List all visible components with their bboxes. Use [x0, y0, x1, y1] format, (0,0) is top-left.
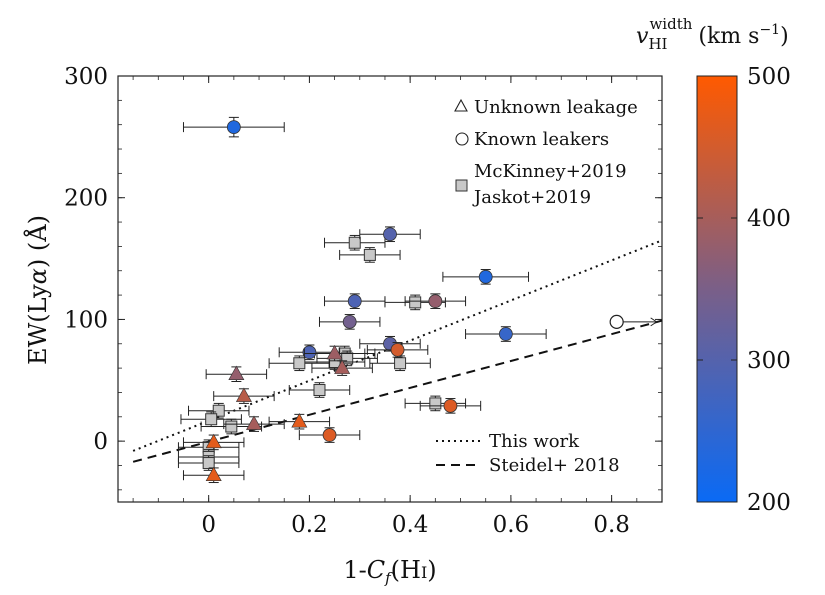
unknown-leakage-point	[205, 433, 222, 449]
x-tick-label: 0.2	[291, 512, 328, 538]
comparison-square-point	[212, 404, 225, 417]
known-leaker-point	[342, 314, 357, 329]
legend-triangle-marker	[454, 98, 468, 112]
unknown-leakage-point	[245, 415, 263, 430]
comparison-square-point	[429, 397, 442, 410]
comparison-square-point	[394, 357, 407, 370]
colorbar-tick-label: 200	[747, 490, 791, 516]
legend-square-marker	[455, 179, 468, 192]
known-leaker-point	[383, 227, 397, 242]
known-leaker-point	[498, 327, 513, 341]
known-leaker-point	[478, 269, 493, 284]
x-tick-label: 0.8	[593, 512, 630, 538]
legend-label-jaskot: Jaskot+2019	[472, 187, 591, 208]
comparison-square-point	[293, 357, 306, 370]
comparison-square-point	[202, 457, 215, 470]
comparison-square-point	[313, 384, 326, 397]
y-axis-label: EW(Lyα) (Å)	[23, 215, 52, 365]
fit-line-steidel	[132, 319, 662, 463]
y-tick-label: 0	[93, 429, 108, 455]
colorbar-tick-label: 300	[747, 348, 791, 374]
legend-label-this-work: This work	[489, 431, 580, 452]
colorbar-tick-label: 500	[747, 64, 791, 90]
known-leaker-point	[322, 428, 337, 442]
legend-label-known-leakers: Known leakers	[474, 129, 609, 150]
known-leaker-open-point	[609, 314, 624, 329]
comparison-square-point	[363, 248, 376, 261]
colorbar-gradient	[696, 75, 738, 503]
y-tick-label: 100	[64, 307, 108, 333]
known-leaker-point	[226, 120, 241, 135]
x-tick-label: 0.6	[493, 512, 530, 538]
legend-label-steidel: Steidel+ 2018	[489, 455, 620, 476]
unknown-leakage-point	[326, 344, 343, 360]
comparison-square-point	[409, 296, 422, 309]
fit-line-this-work	[132, 239, 662, 452]
legend-label-mckinney: McKinney+2019	[474, 161, 627, 182]
known-leaker-point	[302, 345, 317, 360]
unknown-leakage-point	[291, 413, 308, 428]
known-leaker-point	[390, 342, 405, 357]
x-tick-label: 0.4	[392, 512, 429, 538]
comparison-square-point	[225, 420, 238, 433]
legend-circle-marker	[455, 132, 469, 146]
unknown-leakage-point	[235, 387, 252, 402]
legend-label-unknown-leakage: Unknown leakage	[474, 97, 638, 118]
axes-frame: 0 0.2 0.4 0.6 0.8 0 100 200 300	[64, 64, 663, 538]
unknown-leakage-point	[228, 365, 245, 380]
unknown-leakage-point	[205, 466, 222, 482]
fit-lines	[132, 239, 662, 463]
colorbar: 200 300 400 500	[696, 64, 791, 516]
x-tick-label: 0	[201, 512, 216, 538]
y-tick-label: 300	[64, 64, 108, 90]
y-tick-label: 200	[64, 186, 108, 212]
lower-limit-arrowhead	[650, 317, 658, 327]
comparison-square-point	[205, 413, 218, 426]
colorbar-title: vHIwidth (km s−1)	[636, 15, 789, 53]
unknown-leakage-point	[334, 359, 351, 374]
x-axis-label: 1-Cf(HI)	[343, 556, 436, 587]
known-leaker-point	[428, 294, 443, 309]
legend: Unknown leakage Known leakers McKinney+201…	[436, 97, 638, 476]
known-leaker-point	[347, 294, 362, 309]
known-leaker-point	[443, 398, 458, 413]
data-points	[177, 116, 658, 484]
plot-frame	[117, 75, 663, 503]
comparison-square-point	[348, 236, 361, 249]
colorbar-tick-label: 400	[747, 206, 791, 232]
